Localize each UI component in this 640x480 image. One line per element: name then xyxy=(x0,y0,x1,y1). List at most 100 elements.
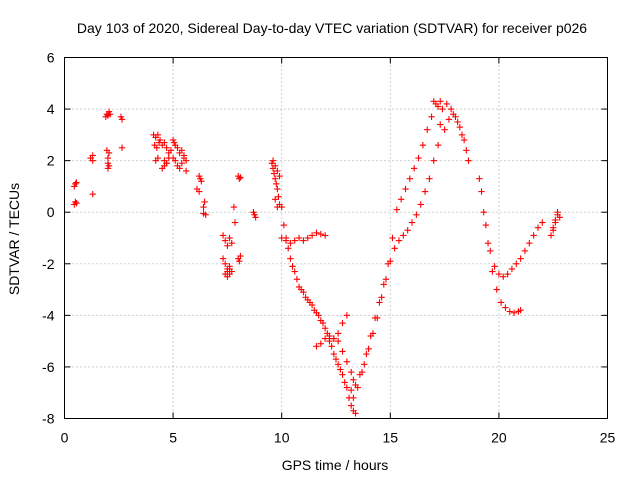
data-point xyxy=(172,157,179,164)
data-point xyxy=(476,175,483,182)
data-point xyxy=(104,165,112,172)
data-point xyxy=(287,255,294,262)
data-point xyxy=(337,366,344,373)
data-point xyxy=(118,116,126,123)
data-point xyxy=(447,105,455,113)
series-group xyxy=(313,332,357,384)
data-point xyxy=(443,100,450,108)
y-tick-labels: -8 -6 -4 -2 0 2 4 6 xyxy=(42,50,55,427)
data-point xyxy=(352,410,359,417)
y-axis-label: SDTVAR / TECUs xyxy=(6,183,22,295)
data-point xyxy=(365,345,372,353)
data-point xyxy=(73,179,80,186)
data-point xyxy=(293,276,301,283)
data-point xyxy=(465,157,472,164)
data-point xyxy=(89,190,96,198)
data-point xyxy=(308,232,316,239)
data-point xyxy=(426,175,433,182)
data-point xyxy=(195,188,203,195)
data-point xyxy=(391,245,398,252)
data-point xyxy=(276,172,283,180)
data-point xyxy=(237,252,244,260)
data-point xyxy=(395,237,403,244)
plot-frame xyxy=(64,57,608,419)
data-point xyxy=(163,144,170,151)
data-point xyxy=(291,268,298,275)
data-point xyxy=(198,178,205,185)
series-group xyxy=(480,209,524,316)
data-point xyxy=(200,203,207,211)
y-tick-label: 6 xyxy=(47,50,55,66)
data-point xyxy=(226,234,233,242)
data-point xyxy=(434,141,442,149)
data-point xyxy=(105,149,113,157)
data-point xyxy=(334,337,342,345)
data-point xyxy=(410,165,418,172)
data-point xyxy=(413,211,420,218)
data-point xyxy=(539,219,546,226)
data-point xyxy=(317,230,324,238)
x-tick-labels: 0 5 10 15 20 25 xyxy=(61,430,616,446)
data-point xyxy=(228,239,235,247)
data-point xyxy=(363,350,370,358)
data-point xyxy=(384,260,392,267)
data-points xyxy=(71,98,563,417)
data-point xyxy=(269,157,277,164)
data-point xyxy=(491,263,498,270)
data-point xyxy=(554,211,561,218)
data-point xyxy=(339,348,346,355)
data-point xyxy=(274,167,281,175)
x-tick-label: 5 xyxy=(169,430,177,446)
series-group xyxy=(430,98,472,164)
data-point xyxy=(424,126,431,133)
data-point xyxy=(463,147,470,154)
data-point xyxy=(231,219,239,226)
data-point xyxy=(270,170,278,177)
data-point xyxy=(326,332,333,340)
data-point xyxy=(371,314,379,322)
data-point xyxy=(380,281,387,288)
data-point xyxy=(382,276,390,283)
data-point xyxy=(295,234,303,242)
series-group xyxy=(547,209,563,239)
data-point xyxy=(285,245,292,252)
data-point xyxy=(330,350,338,358)
data-point xyxy=(72,198,79,206)
data-point xyxy=(163,160,170,167)
data-point xyxy=(154,154,162,162)
data-point xyxy=(378,294,385,301)
y-tick-label: -6 xyxy=(42,359,55,375)
x-tick-label: 20 xyxy=(491,430,507,446)
data-point xyxy=(343,384,351,391)
data-point xyxy=(271,175,279,182)
data-point xyxy=(161,139,168,146)
y-tick-label: -2 xyxy=(42,256,55,272)
data-point xyxy=(271,196,279,203)
data-point xyxy=(339,319,346,327)
data-point xyxy=(167,147,175,154)
data-point xyxy=(237,174,244,181)
data-point xyxy=(106,111,114,118)
y-tick-label: 0 xyxy=(47,204,55,220)
data-point xyxy=(367,332,374,340)
data-point xyxy=(376,299,383,306)
data-point xyxy=(402,185,409,193)
data-point xyxy=(155,139,163,146)
data-point xyxy=(274,185,281,193)
data-point xyxy=(328,343,335,350)
data-point xyxy=(417,201,424,208)
data-point xyxy=(502,304,509,311)
data-point xyxy=(308,301,316,309)
data-point xyxy=(389,234,396,242)
x-tick-label: 0 xyxy=(61,430,69,446)
data-point xyxy=(200,210,207,217)
data-point xyxy=(480,209,487,216)
data-point xyxy=(397,196,405,203)
data-point xyxy=(454,118,461,126)
data-point xyxy=(287,239,294,247)
y-tick-label: 2 xyxy=(47,153,55,169)
data-point xyxy=(354,384,361,391)
data-point xyxy=(348,402,355,409)
data-point xyxy=(348,386,355,394)
